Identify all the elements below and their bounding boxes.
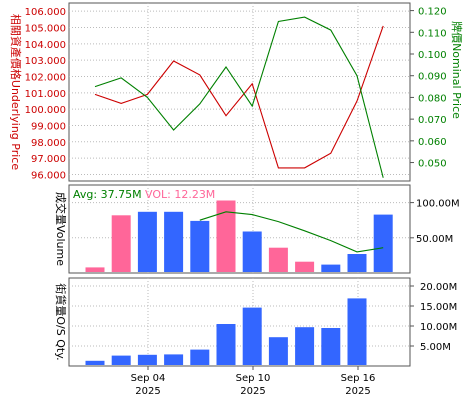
volume-bar bbox=[190, 220, 210, 272]
nominal-price-line bbox=[94, 16, 384, 178]
price-left-tick-label: 106.000 bbox=[25, 7, 66, 18]
volume-ticks: 100.00M 50.00M bbox=[410, 199, 460, 245]
price-left-tick-label: 97.000 bbox=[31, 154, 66, 165]
price-panel-frame bbox=[68, 2, 411, 182]
volume-bars bbox=[85, 200, 393, 272]
os-bar bbox=[216, 324, 236, 365]
price-left-ticks: 106.000 105.000 104.000 103.000 102.000 101.0… bbox=[25, 7, 66, 181]
os-bar bbox=[295, 327, 315, 365]
price-right-tick-label: 0.110 bbox=[418, 28, 447, 39]
os-bar bbox=[190, 349, 210, 365]
x-tick-label: Sep 10 bbox=[236, 373, 271, 384]
x-tick-year-label: 2025 bbox=[240, 386, 265, 397]
price-left-tick-label: 105.000 bbox=[25, 23, 66, 34]
os-bar bbox=[268, 337, 288, 365]
os-ticks: 20.00M 15.00M 10.00M 5.00M bbox=[410, 282, 457, 353]
price-left-tick-label: 102.000 bbox=[25, 72, 66, 83]
volume-bar bbox=[321, 264, 341, 272]
volume-bar bbox=[164, 211, 184, 272]
price-left-tick-label: 104.000 bbox=[25, 40, 66, 51]
volume-tick-label: 100.00M bbox=[416, 199, 460, 210]
price-right-tick-label: 0.090 bbox=[418, 72, 447, 83]
x-tick-year-label: 2025 bbox=[345, 386, 370, 397]
avg-volume-label: Avg: 37.75M bbox=[73, 188, 142, 201]
os-tick-label: 5.00M bbox=[420, 342, 451, 353]
volume-axis-title: 成交量Volume bbox=[54, 192, 68, 266]
price-left-tick-label: 100.000 bbox=[25, 105, 66, 116]
price-right-tick-label: 0.050 bbox=[418, 159, 447, 170]
price-right-tick-label: 0.060 bbox=[418, 137, 447, 148]
price-left-tick-label: 99.000 bbox=[31, 121, 66, 132]
underlying-price-line bbox=[94, 25, 384, 169]
price-left-tick-label: 101.000 bbox=[25, 89, 66, 100]
volume-bar bbox=[242, 231, 262, 272]
price-lines bbox=[94, 16, 384, 178]
os-axis-title: 街貨量O/S Qty. bbox=[54, 283, 68, 360]
os-bar bbox=[242, 307, 262, 365]
os-bar bbox=[111, 355, 131, 365]
price-left-axis-title: 相關資產價格Underlying Price bbox=[9, 14, 23, 170]
price-right-tick-label: 0.080 bbox=[418, 93, 447, 104]
volume-bar bbox=[85, 267, 105, 272]
x-tick-year-label: 2025 bbox=[135, 386, 160, 397]
price-right-tick-label: 0.070 bbox=[418, 115, 447, 126]
x-tick-label: Sep 04 bbox=[131, 373, 166, 384]
x-tick-label: Sep 16 bbox=[341, 373, 376, 384]
volume-bar bbox=[268, 247, 288, 272]
os-tick-label: 20.00M bbox=[420, 282, 457, 293]
volume-bar bbox=[137, 211, 157, 272]
volume-bar bbox=[295, 261, 315, 272]
os-bars bbox=[85, 298, 367, 365]
os-bar bbox=[85, 360, 105, 365]
os-tick-label: 15.00M bbox=[420, 302, 457, 313]
os-bar bbox=[321, 328, 341, 365]
os-bar bbox=[347, 298, 367, 365]
volume-bar bbox=[111, 215, 131, 272]
volume-tick-label: 50.00M bbox=[416, 234, 453, 245]
volume-bar bbox=[373, 214, 393, 272]
os-tick-label: 10.00M bbox=[420, 322, 457, 333]
os-bar bbox=[137, 354, 157, 365]
price-right-tick-label: 0.120 bbox=[418, 7, 447, 18]
price-right-axis-title: 牌價Nominal Price bbox=[450, 21, 464, 119]
volume-bar bbox=[347, 254, 367, 272]
volume-average-line bbox=[199, 211, 384, 253]
os-bar bbox=[164, 354, 184, 365]
volume-bar bbox=[216, 200, 236, 272]
current-volume-label: VOL: 12.23M bbox=[145, 188, 215, 201]
price-left-tick-label: 103.000 bbox=[25, 56, 66, 67]
x-axis-ticks: Sep 04 2025 Sep 10 2025 Sep 16 2025 bbox=[131, 366, 376, 397]
price-right-ticks: 0.120 0.110 0.100 0.090 0.080 0.070 0.060 0.050 bbox=[410, 7, 447, 170]
price-left-tick-label: 98.000 bbox=[31, 138, 66, 149]
price-left-tick-label: 96.000 bbox=[31, 170, 66, 181]
price-right-tick-label: 0.100 bbox=[418, 50, 447, 61]
